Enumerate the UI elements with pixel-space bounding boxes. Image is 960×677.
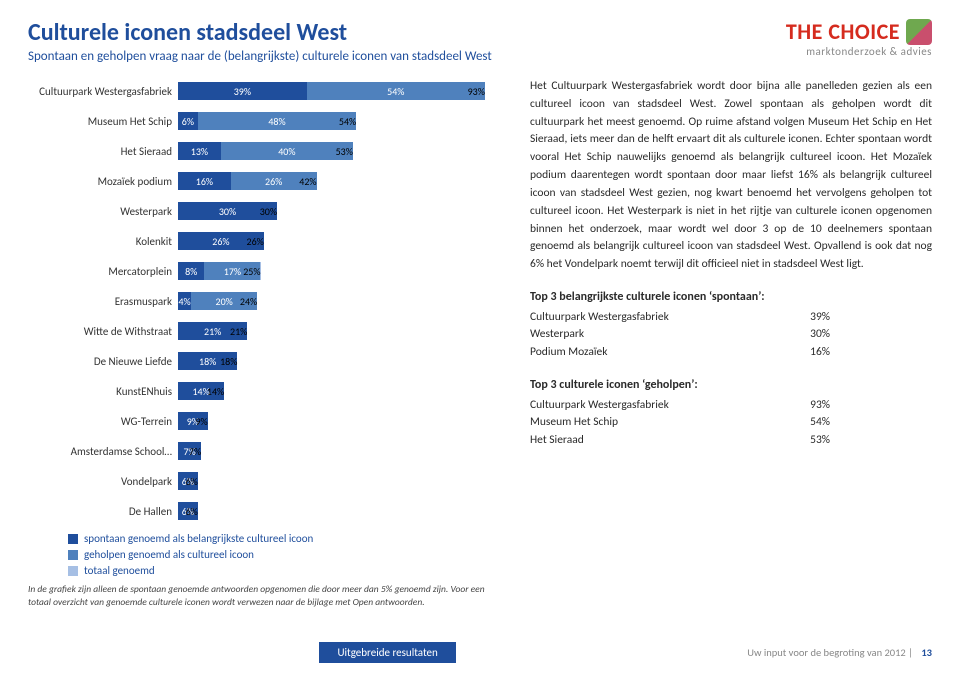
chart-row: Vondelpark6%6% — [28, 468, 508, 494]
bar-total-label: 9% — [180, 412, 208, 430]
chart-row-label: Museum Het Schip — [28, 115, 178, 128]
chart-row-label: KunstENhuis — [28, 385, 178, 398]
legend-swatch — [68, 534, 78, 544]
top3-name: Het Sieraad — [530, 432, 584, 450]
top3-pct: 16% — [810, 344, 830, 362]
chart-footnote: In de grafiek zijn alleen de spontaan ge… — [28, 583, 508, 609]
chart-row-label: Mercatorplein — [28, 265, 178, 278]
chart-row: Museum Het Schip6%48%54% — [28, 108, 508, 134]
top3-pct: 54% — [810, 414, 830, 432]
top3-name: Museum Het Schip — [530, 414, 618, 432]
top3-name: Westerpark — [530, 326, 584, 344]
bar-total-label: 42% — [289, 172, 317, 190]
top3-geholpen-heading: Top 3 culturele iconen ‘geholpen’: — [530, 376, 932, 395]
chart-row-label: Cultuurpark Westergasfabriek — [28, 85, 178, 98]
chart-row: KunstENhuis14%14% — [28, 378, 508, 404]
bar-spontaan: 16% — [178, 172, 231, 190]
top3-row: Westerpark 30% — [530, 326, 830, 344]
top3-row: Museum Het Schip 54% — [530, 414, 830, 432]
bar-spontaan: 39% — [178, 82, 307, 100]
top3-name: Cultuurpark Westergasfabriek — [530, 397, 669, 415]
chart-row-label: De Hallen — [28, 505, 178, 518]
chart-row: De Nieuwe Liefde18%18% — [28, 348, 508, 374]
top3-row: Cultuurpark Westergasfabriek 39% — [530, 309, 830, 327]
bar-spontaan: 6% — [178, 112, 198, 130]
brand-tagline: marktonderzoek & advies — [786, 45, 932, 58]
footer-section-label: Uitgebreide resultaten — [319, 642, 455, 663]
bar-total-label: 21% — [219, 322, 247, 340]
legend-swatch — [68, 566, 78, 576]
brand-name: THE CHOICE — [786, 18, 900, 45]
bar-total-label: 14% — [196, 382, 224, 400]
bar-total-label: 7% — [173, 442, 201, 460]
top3-row: Het Sieraad 53% — [530, 432, 830, 450]
top3-name: Podium Mozaïek — [530, 344, 607, 362]
chart-row: WG-Terrein9%9% — [28, 408, 508, 434]
bar-spontaan: 8% — [178, 262, 204, 280]
chart-row: Westerpark30%30% — [28, 198, 508, 224]
chart-row-label: Westerpark — [28, 205, 178, 218]
top3-geholpen: Top 3 culturele iconen ‘geholpen’: Cultu… — [530, 376, 932, 450]
chart-row-label: Amsterdamse School… — [28, 445, 178, 458]
legend-row: spontaan genoemd als belangrijkste cultu… — [68, 532, 508, 545]
body-text: Het Cultuurpark Westergasfabriek wordt d… — [530, 78, 932, 274]
chart-row: Cultuurpark Westergasfabriek39%54%93% — [28, 78, 508, 104]
page-number: 13 — [915, 646, 932, 659]
bar-total-label: 30% — [249, 202, 277, 220]
chart-row-label: Witte de Withstraat — [28, 325, 178, 338]
top3-spontaan: Top 3 belangrijkste culturele iconen ‘sp… — [530, 288, 932, 362]
bar-total-label: 25% — [233, 262, 261, 280]
chart-row-label: De Nieuwe Liefde — [28, 355, 178, 368]
puzzle-icon — [906, 19, 932, 45]
top3-row: Cultuurpark Westergasfabriek 93% — [530, 397, 830, 415]
chart-row: Mercatorplein8%17%25% — [28, 258, 508, 284]
chart-row-label: Kolenkit — [28, 235, 178, 248]
legend-label: spontaan genoemd als belangrijkste cultu… — [84, 532, 313, 545]
bar-total-label: 6% — [170, 472, 198, 490]
top3-pct: 39% — [810, 309, 830, 327]
chart-row-label: Mozaïek podium — [28, 175, 178, 188]
chart-row: Amsterdamse School…7%7% — [28, 438, 508, 464]
bar-spontaan: 13% — [178, 142, 221, 160]
bar-total-label: 26% — [236, 232, 264, 250]
chart-row: Erasmuspark4%20%24% — [28, 288, 508, 314]
legend-row: geholpen genoemd als cultureel icoon — [68, 548, 508, 561]
chart-row: De Hallen6%6% — [28, 498, 508, 524]
footer-doc-title: Uw input voor de begroting van 2012 — [747, 646, 906, 659]
brand-logo: THE CHOICE marktonderzoek & advies — [786, 18, 932, 58]
legend-row: totaal genoemd — [68, 564, 508, 577]
bar-total-label: 93% — [457, 82, 485, 100]
chart-row: Witte de Withstraat21%21% — [28, 318, 508, 344]
bar-total-label: 6% — [170, 502, 198, 520]
top3-pct: 93% — [810, 397, 830, 415]
bar-total-label: 54% — [328, 112, 356, 130]
bar-spontaan: 4% — [178, 292, 191, 310]
top3-pct: 30% — [810, 326, 830, 344]
chart-row-label: WG-Terrein — [28, 415, 178, 428]
top3-pct: 53% — [810, 432, 830, 450]
top3-name: Cultuurpark Westergasfabriek — [530, 309, 669, 327]
bar-total-label: 24% — [229, 292, 257, 310]
icons-bar-chart: Cultuurpark Westergasfabriek39%54%93%Mus… — [28, 78, 508, 524]
legend-swatch — [68, 550, 78, 560]
top3-spontaan-heading: Top 3 belangrijkste culturele iconen ‘sp… — [530, 288, 932, 307]
chart-row-label: Het Sieraad — [28, 145, 178, 158]
chart-row-label: Erasmuspark — [28, 295, 178, 308]
top3-row: Podium Mozaïek 16% — [530, 344, 830, 362]
chart-row: Het Sieraad13%40%53% — [28, 138, 508, 164]
page-footer: Uitgebreide resultaten Uw input voor de … — [0, 642, 960, 663]
legend-label: totaal genoemd — [84, 564, 155, 577]
bar-total-label: 53% — [325, 142, 353, 160]
chart-row: Kolenkit26%26% — [28, 228, 508, 254]
legend-label: geholpen genoemd als cultureel icoon — [84, 548, 254, 561]
chart-legend: spontaan genoemd als belangrijkste cultu… — [68, 532, 508, 577]
bar-total-label: 18% — [209, 352, 237, 370]
chart-row-label: Vondelpark — [28, 475, 178, 488]
chart-row: Mozaïek podium16%26%42% — [28, 168, 508, 194]
